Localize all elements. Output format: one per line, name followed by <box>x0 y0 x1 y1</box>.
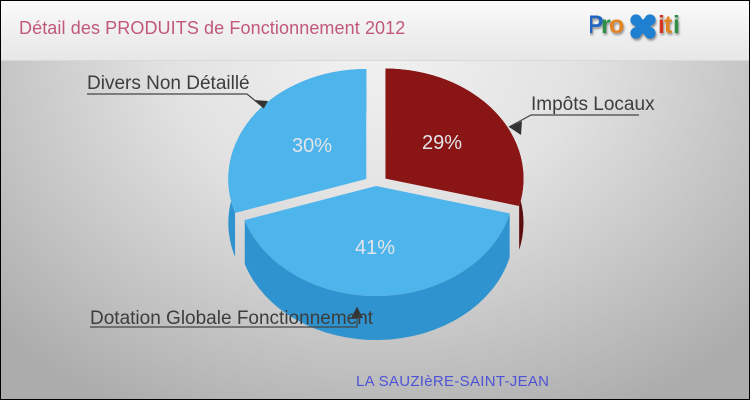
svg-text:Divers Non Détaillé: Divers Non Détaillé <box>87 73 250 94</box>
svg-text:Impôts Locaux: Impôts Locaux <box>531 94 655 115</box>
svg-text:30%: 30% <box>292 135 332 157</box>
svg-text:41%: 41% <box>355 237 395 259</box>
svg-text:29%: 29% <box>422 132 462 154</box>
svg-text:Dotation Globale Fonctionnemen: Dotation Globale Fonctionnement <box>90 308 374 329</box>
